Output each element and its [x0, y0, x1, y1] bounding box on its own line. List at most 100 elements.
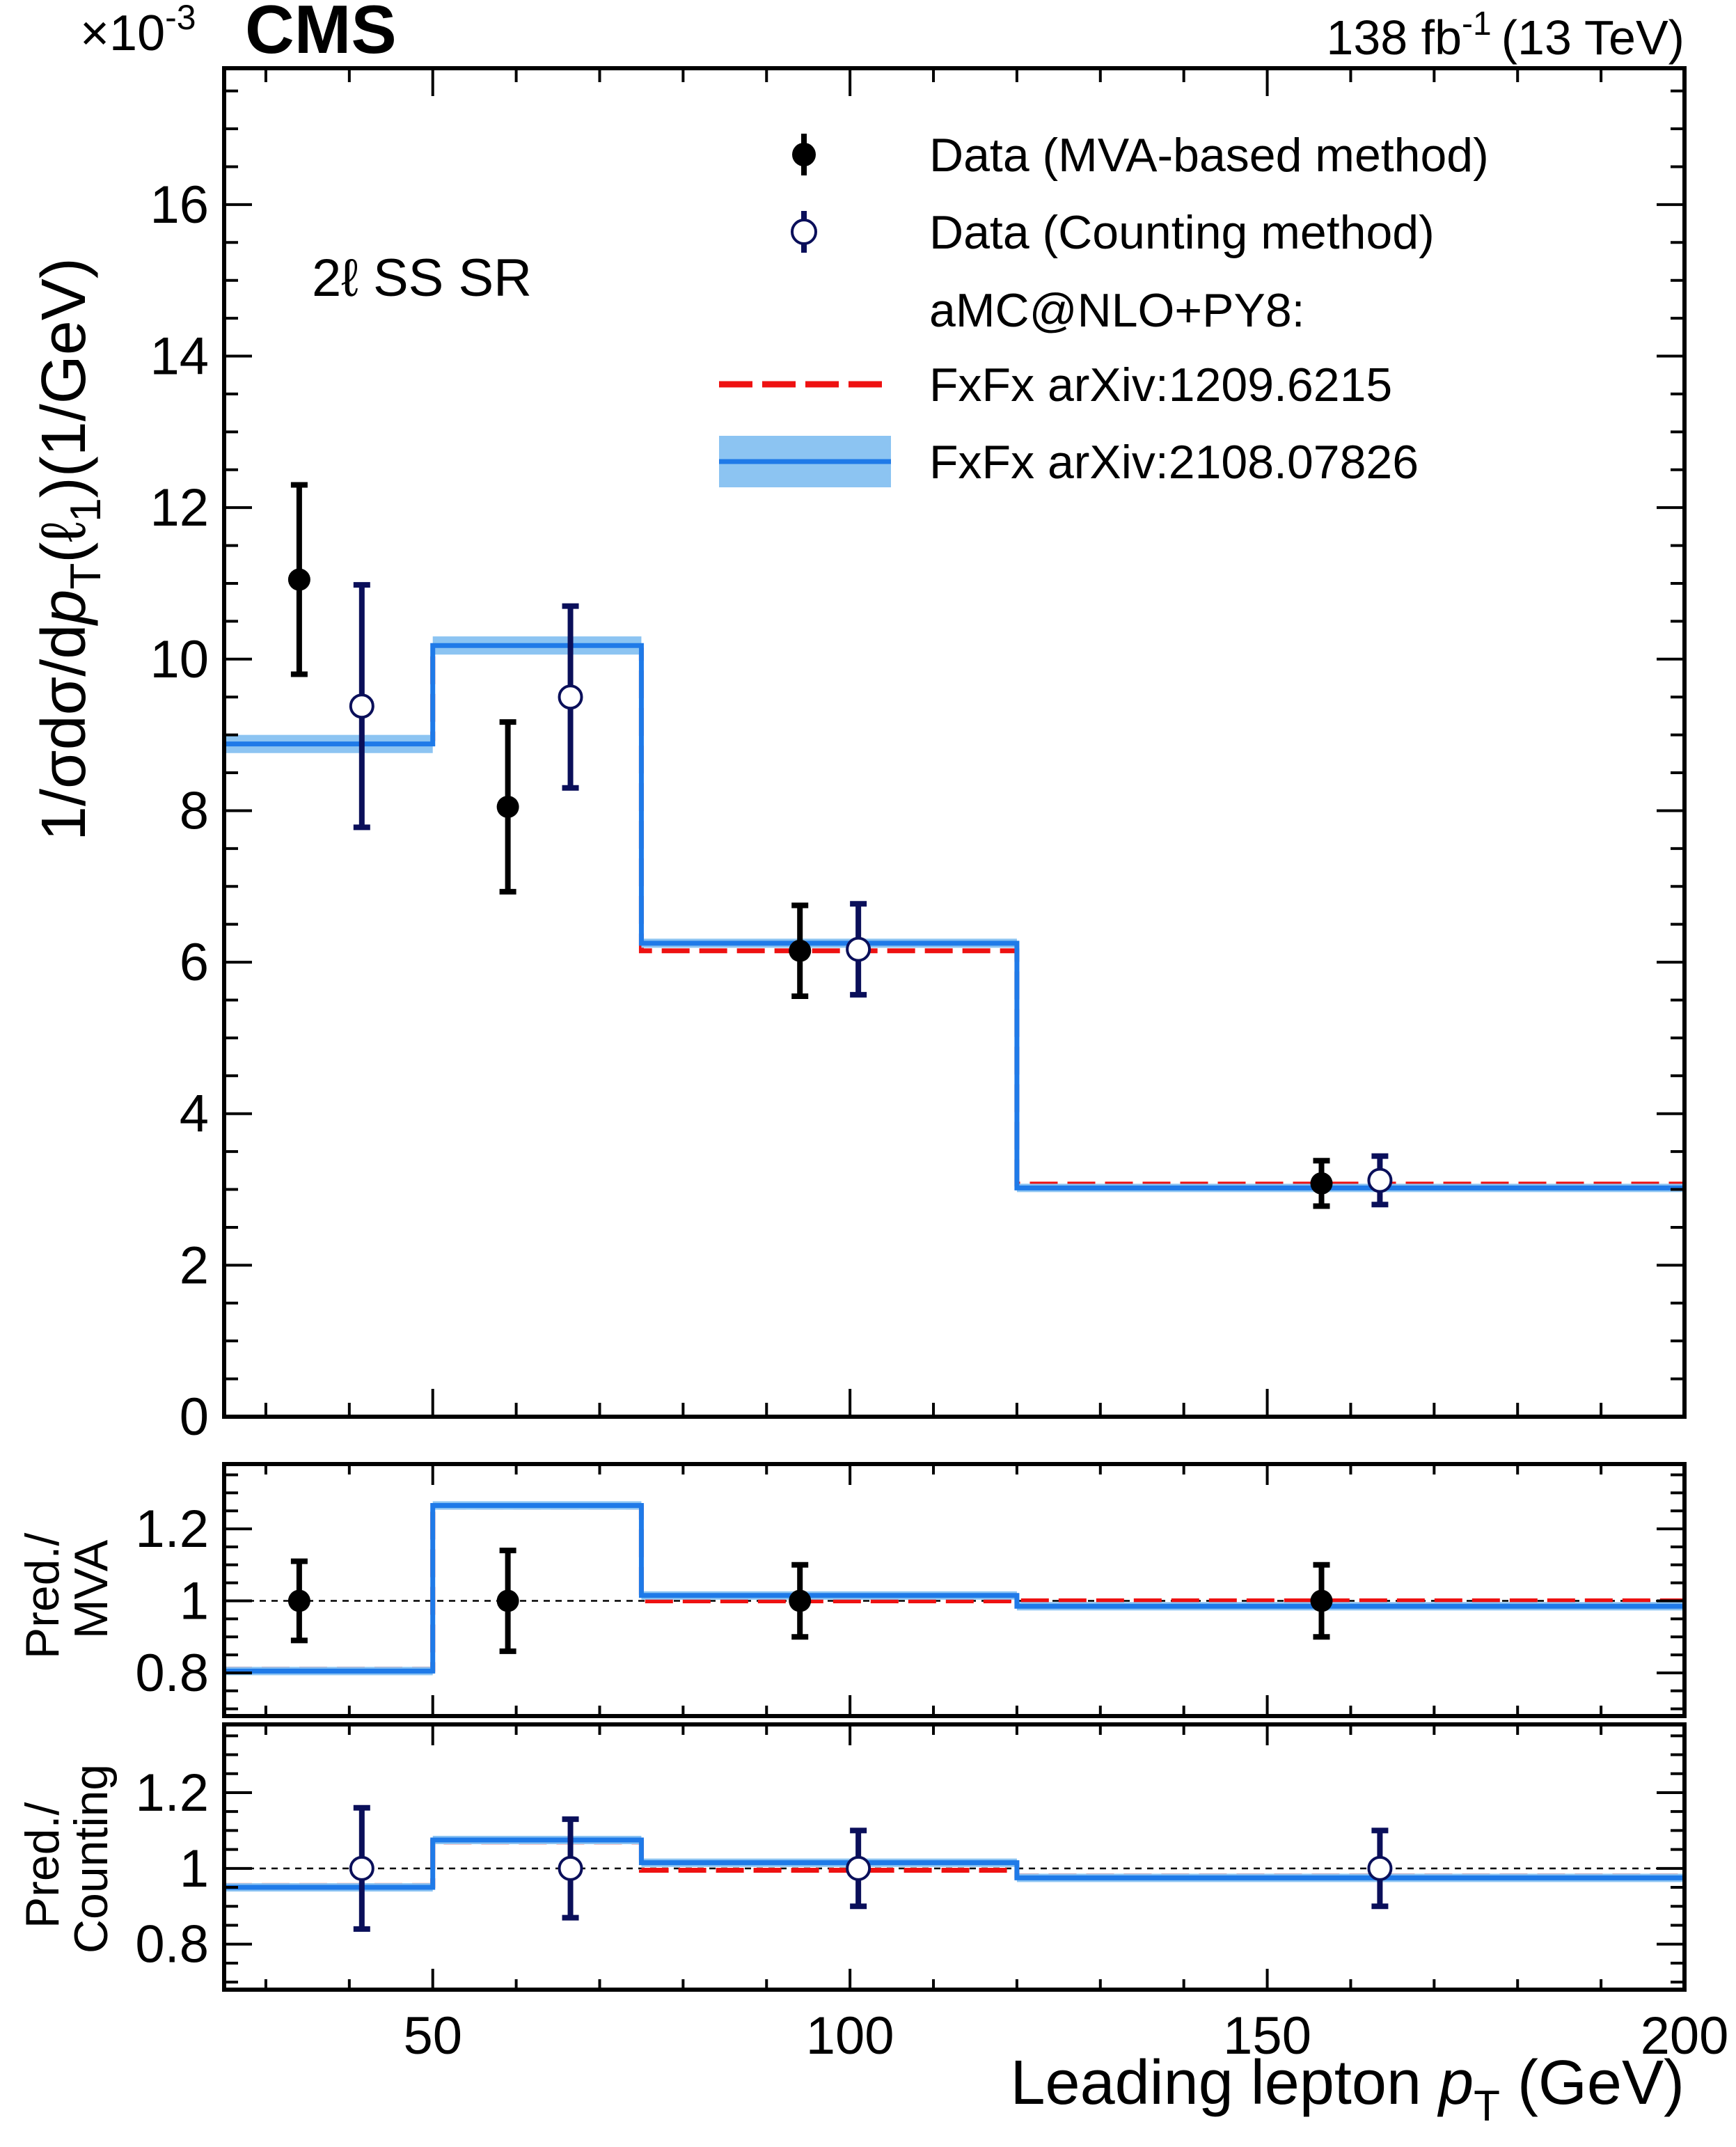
ratio-counting-fxfx-2108-line [224, 1837, 1684, 1890]
ratio-counting-counting-point-1 [558, 1816, 583, 1921]
ratio-counting-counting-point-3 [1367, 1827, 1393, 1910]
luminosity-label: 138 fb-1 (13 TeV) [1326, 6, 1684, 65]
main-counting-point-2-marker [846, 936, 871, 962]
main-plot-area [224, 482, 1684, 1209]
ratio-mva-mva-point-3 [1310, 1562, 1333, 1640]
ratio-counting-ytick-label: 1 [180, 1839, 209, 1898]
main-mva-point-0 [287, 482, 310, 677]
ratio-counting-panel: 0.8 1 1.2 50 100 150 200 [135, 1722, 1728, 2066]
multiplier-label: ×10-3 [80, 0, 196, 61]
legend-marker-1 [791, 219, 817, 245]
ratio-counting-plot-area [224, 1804, 1684, 1932]
xtick-label: 50 [403, 2006, 462, 2066]
ylabel-p: p [29, 590, 99, 627]
ratio-counting-counting-point-2 [846, 1827, 871, 1910]
legend-label-2: aMC@NLO+PY8: [929, 284, 1305, 337]
main-mva-point-1-marker [496, 795, 519, 818]
main-y-axis-label: 1/σdσ/dpT(ℓ1)(1/GeV) [29, 258, 110, 841]
energy-value: (13 TeV) [1501, 10, 1684, 65]
ratio-counting-counting-point-0-marker [349, 1855, 374, 1881]
ratio-counting-counting-point-0 [349, 1804, 374, 1932]
main-fxfx-2108-line [224, 643, 1684, 1190]
ratio-counting-counting-point-1-marker [558, 1855, 583, 1881]
main-counting-point-1-marker [558, 684, 583, 710]
legend-item-2: aMC@NLO+PY8: [929, 284, 1305, 337]
xtick-label: 100 [806, 2006, 894, 2066]
ratio-mva-mva-point-2-marker [789, 1589, 812, 1612]
main-counting-point-0-marker [349, 693, 374, 719]
ylabel-units: )(1/GeV) [29, 258, 99, 498]
main-mva-point-1 [496, 719, 519, 895]
ylabel-1: 1 [62, 498, 110, 521]
ratio-counting-frame [222, 1722, 1687, 1992]
main-mva-point-2-marker [789, 939, 812, 962]
main-fxfx-1209-line [224, 647, 1684, 1187]
main-counting-point-3-marker [1367, 1167, 1393, 1193]
ratio-counting-ylabel-line2: Counting [65, 1764, 118, 1953]
main-frame [222, 66, 1687, 1419]
experiment-label: CMS [245, 0, 397, 68]
xlabel-units: (GeV) [1500, 2048, 1684, 2118]
xlabel-p: p [1437, 2048, 1474, 2118]
ratio-counting-ylabel-line1: Pred./ [16, 1802, 69, 1929]
ratio-mva-plot-area [224, 1501, 1684, 1676]
ratio-mva-fxfx-2108-line [224, 1502, 1684, 1674]
ratio-counting-counting-point-2-marker [846, 1855, 871, 1881]
ratio-mva-fxfx-1209-line [224, 1504, 1684, 1672]
multiplier-exponent: -3 [165, 0, 196, 37]
main-counting-point-1 [558, 603, 583, 791]
ratio-counting-ytick-label: 1.2 [135, 1763, 209, 1823]
legend: Data (MVA-based method) Data (Counting me… [719, 129, 1489, 489]
ratio-mva-ytick-label: 0.8 [135, 1644, 209, 1703]
main-ytick-label: 0 [180, 1387, 209, 1447]
legend-label-0: Data (MVA-based method) [929, 129, 1489, 182]
main-mva-point-2 [789, 902, 812, 1000]
ratio-mva-mva-point-1 [496, 1548, 519, 1654]
main-ytick-label: 10 [150, 630, 209, 689]
ylabel-lepton: (ℓ [29, 522, 99, 563]
main-ytick-label: 6 [180, 933, 209, 992]
legend-item-1: Data (Counting method) [791, 206, 1435, 259]
main-mva-point-0-marker [287, 568, 310, 591]
main-ytick-label: 4 [180, 1085, 209, 1144]
lumi-value: 138 fb [1326, 10, 1462, 65]
ratio-counting-counting-point-3-marker [1367, 1855, 1393, 1881]
region-label: 2ℓ SS SR [312, 249, 532, 308]
legend-item-3: FxFx arXiv:1209.6215 [719, 359, 1392, 411]
ratio-mva-mva-point-3-marker [1310, 1589, 1333, 1612]
ratio-mva-frame [222, 1462, 1687, 1718]
main-counting-point-0 [349, 582, 374, 831]
ratio-mva-mva-point-1-marker [496, 1589, 519, 1612]
main-panel: 0 2 4 6 8 10 12 14 16 [150, 66, 1687, 1447]
main-ytick-label: 14 [150, 327, 209, 386]
ratio-mva-mva-point-0-marker [287, 1589, 310, 1612]
xlabel-prefix: Leading lepton [1010, 2048, 1439, 2118]
main-ytick-label: 16 [150, 175, 209, 235]
ratio-mva-ylabel-line1: Pred./ [16, 1533, 69, 1660]
x-axis-label: Leading lepton pT (GeV) [1010, 2048, 1684, 2130]
ratio-counting-y-axis-label: Pred./ Counting [16, 1764, 118, 1953]
legend-item-4: FxFx arXiv:2108.07826 [719, 436, 1419, 489]
xtick-label: 150 [1223, 2006, 1311, 2066]
main-counting-point-2 [846, 901, 871, 998]
main-mva-point-3-marker [1310, 1172, 1333, 1195]
main-ytick-label: 12 [150, 478, 209, 537]
ratio-mva-mva-point-0 [287, 1558, 310, 1644]
ratio-mva-panel: 0.8 1 1.2 [135, 1462, 1687, 1718]
ratio-mva-mva-point-2 [789, 1562, 812, 1640]
ratio-mva-y-axis-label: Pred./ MVA [16, 1520, 118, 1659]
main-counting-point-3 [1367, 1153, 1393, 1208]
ratio-mva-ytick-label: 1.2 [135, 1500, 209, 1559]
ratio-mva-ytick-label: 1 [180, 1572, 209, 1631]
main-ytick-label: 2 [180, 1236, 209, 1295]
legend-label-4: FxFx arXiv:2108.07826 [929, 436, 1419, 489]
legend-marker-0 [792, 143, 816, 166]
ylabel-T: T [62, 563, 110, 590]
xlabel-T: T [1474, 2082, 1500, 2130]
ratio-counting-ytick-label: 0.8 [135, 1915, 209, 1974]
main-mva-point-3 [1310, 1158, 1333, 1209]
legend-label-3: FxFx arXiv:1209.6215 [929, 359, 1392, 411]
main-ytick-label: 8 [180, 781, 209, 840]
legend-label-1: Data (Counting method) [929, 206, 1435, 259]
